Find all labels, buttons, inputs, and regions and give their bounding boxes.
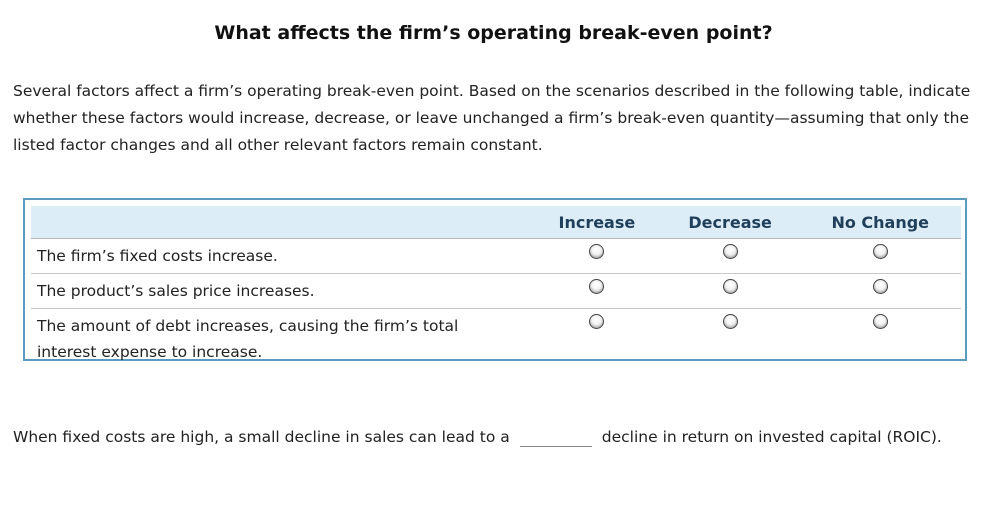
instructions-paragraph: Several factors affect a firm’s operatin… bbox=[13, 82, 971, 154]
question-table-container: Increase Decrease No Change The firm’s f… bbox=[23, 198, 967, 361]
page-title: What affects the firm’s operating break-… bbox=[214, 22, 773, 44]
radio-debt-increase[interactable] bbox=[589, 314, 605, 329]
radio-debt-no-change[interactable] bbox=[872, 314, 888, 329]
column-header-increase: Increase bbox=[533, 206, 661, 239]
radio-fixed-costs-no-change[interactable] bbox=[872, 244, 888, 259]
answer-dropdown-blank[interactable] bbox=[519, 428, 592, 447]
radio-sales-price-no-change[interactable] bbox=[872, 279, 888, 294]
scenario-column-header bbox=[31, 206, 533, 239]
column-header-decrease: Decrease bbox=[660, 206, 800, 239]
question-text-before: When fixed costs are high, a small decli… bbox=[13, 428, 510, 446]
radio-fixed-costs-decrease[interactable] bbox=[722, 244, 738, 259]
table-header-row: Increase Decrease No Change bbox=[31, 206, 961, 239]
radio-debt-decrease[interactable] bbox=[722, 314, 738, 329]
question-table: Increase Decrease No Change The firm’s f… bbox=[31, 206, 961, 369]
fill-in-question: When fixed costs are high, a small decli… bbox=[13, 423, 978, 451]
table-row: The amount of debt increases, causing th… bbox=[31, 309, 961, 370]
column-header-no-change: No Change bbox=[799, 206, 961, 239]
radio-sales-price-decrease[interactable] bbox=[722, 279, 738, 294]
radio-sales-price-increase[interactable] bbox=[589, 279, 605, 294]
question-text-after: decline in return on invested capital (R… bbox=[601, 428, 942, 446]
table-row: The product’s sales price increases. bbox=[31, 273, 961, 309]
radio-fixed-costs-increase[interactable] bbox=[589, 244, 605, 259]
scenario-label: The amount of debt increases, causing th… bbox=[37, 317, 459, 361]
table-row: The firm’s fixed costs increase. bbox=[31, 238, 961, 274]
scenario-label: The product’s sales price increases. bbox=[31, 273, 533, 309]
scenario-label: The firm’s fixed costs increase. bbox=[31, 238, 533, 274]
